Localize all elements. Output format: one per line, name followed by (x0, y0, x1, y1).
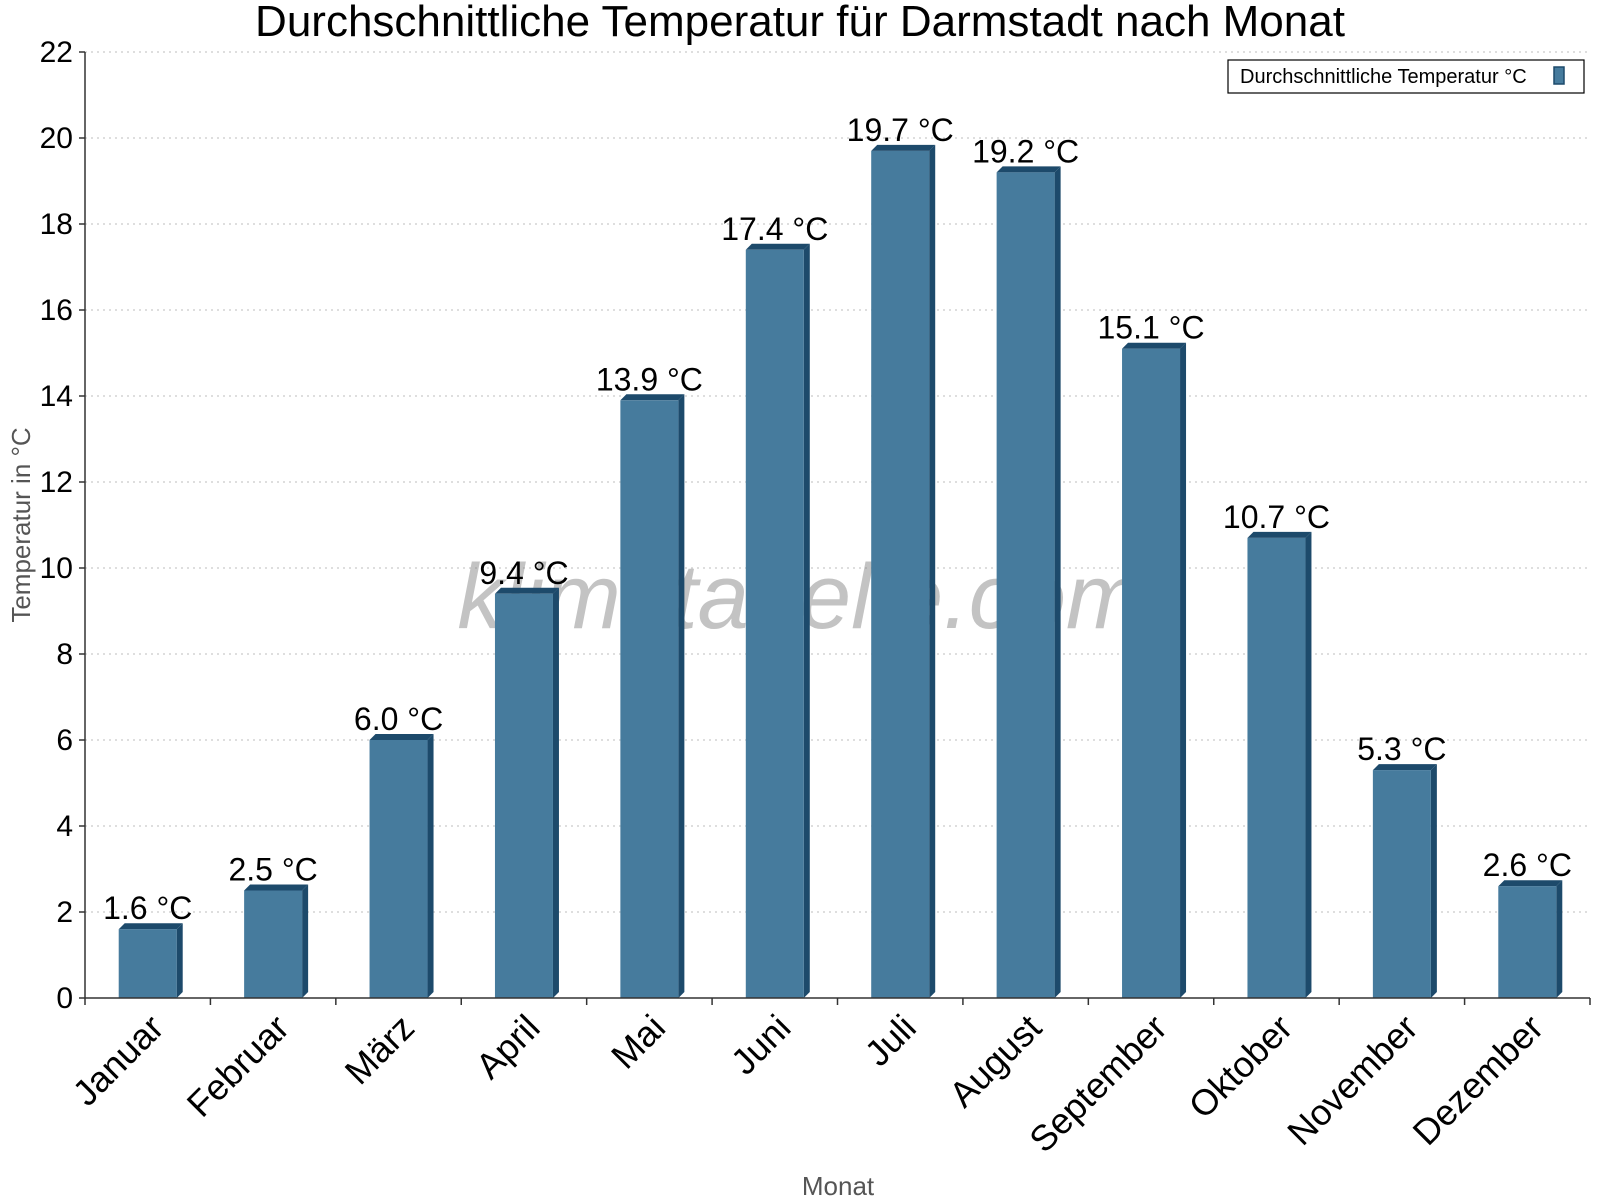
bar (1498, 886, 1557, 998)
x-tick-label: Mai (603, 1007, 673, 1077)
data-label: 19.7 °C (847, 112, 954, 148)
bar (620, 400, 679, 998)
bar (1122, 348, 1181, 998)
y-tick-label: 8 (56, 638, 73, 671)
y-tick-label: 2 (56, 896, 73, 929)
x-tick-label: September (1021, 1007, 1175, 1161)
x-tick-label: November (1279, 1007, 1425, 1153)
bar-group: 1.6 °C (103, 890, 192, 998)
y-tick-label: 18 (40, 208, 73, 241)
data-label: 17.4 °C (721, 211, 828, 247)
data-label: 13.9 °C (596, 361, 703, 397)
bar-group: 19.7 °C (847, 112, 954, 998)
bar (996, 172, 1055, 998)
bar-side (803, 243, 810, 999)
data-label: 9.4 °C (479, 555, 568, 591)
y-tick-label: 22 (40, 36, 73, 69)
x-tick-label: Januar (65, 1007, 172, 1114)
x-tick-label: Oktober (1181, 1007, 1301, 1127)
data-label: 19.2 °C (972, 133, 1079, 169)
bar-group: 10.7 °C (1223, 499, 1330, 998)
bars: 1.6 °C 2.5 °C 6.0 °C 9.4 °C 13.9 °C 17.4 °C 19… (103, 112, 1572, 999)
bar-top (1372, 764, 1437, 771)
legend-swatch (1553, 66, 1565, 85)
bar-group: 6.0 °C (354, 701, 443, 998)
data-label: 2.5 °C (228, 852, 317, 888)
bar (118, 929, 177, 998)
legend: Durchschnittliche Temperatur °C (1227, 59, 1585, 94)
bar-group: 2.6 °C (1483, 847, 1572, 998)
bar-top (1247, 531, 1312, 538)
bar-top (620, 394, 685, 401)
bar-top (369, 734, 434, 740)
bar-top (1498, 880, 1563, 887)
bar-top (1122, 342, 1187, 349)
x-tick-label: März (337, 1007, 423, 1093)
bar (494, 593, 553, 998)
bar-side (302, 884, 309, 998)
x-tick-label: Dezember (1405, 1007, 1551, 1153)
y-tick-label: 0 (56, 982, 73, 1015)
bar-top (494, 587, 559, 594)
y-tick-label: 6 (56, 724, 73, 757)
x-tick-label: August (941, 1007, 1049, 1115)
data-label: 5.3 °C (1357, 731, 1446, 767)
chart-title: Durchschnittliche Temperatur für Darmsta… (255, 0, 1345, 46)
data-label: 15.1 °C (1098, 310, 1205, 346)
bar-top (244, 884, 309, 891)
y-tick-label: 20 (40, 122, 73, 155)
bar-top (118, 923, 183, 930)
y-tick-label: 12 (40, 466, 73, 499)
bar-side (176, 923, 183, 998)
gridlines (85, 51, 1590, 913)
y-tick-label: 4 (56, 810, 73, 843)
bar-side (427, 734, 434, 998)
x-tick-label: Februar (179, 1007, 297, 1125)
bar-side (1430, 764, 1437, 998)
y-tick-label: 16 (40, 294, 73, 327)
x-tick-label: Juni (723, 1007, 799, 1083)
bar-side (678, 394, 685, 998)
bar-group: 13.9 °C (596, 361, 703, 998)
bar (244, 890, 303, 998)
bar-side (1556, 880, 1563, 998)
x-tick-label: Juli (857, 1007, 924, 1074)
y-axis-title: Temperatur in °C (6, 427, 36, 622)
bar-side (1054, 166, 1061, 998)
bar-group: 17.4 °C (721, 211, 828, 999)
bar-group: 9.4 °C (479, 555, 569, 998)
bar-top (871, 144, 936, 151)
bar (369, 740, 428, 998)
legend-box (1227, 59, 1585, 94)
bar-side (552, 587, 559, 998)
bar-side (929, 144, 936, 998)
legend-swatch-box (1553, 66, 1565, 85)
bar-side (1180, 342, 1187, 998)
x-axis-title: Monat (802, 1171, 875, 1200)
bar-top (745, 243, 810, 250)
y-tick-label: 10 (40, 552, 73, 585)
bar-group: 19.2 °C (972, 133, 1079, 998)
legend-label: Durchschnittliche Temperatur °C (1240, 66, 1527, 88)
data-label: 6.0 °C (354, 701, 443, 737)
x-tick-label: April (468, 1007, 548, 1087)
bar-group: 5.3 °C (1357, 731, 1447, 998)
data-label: 2.6 °C (1483, 847, 1572, 883)
bar (1372, 770, 1431, 998)
bar-top (996, 166, 1061, 173)
axes (79, 51, 1591, 1005)
bar (1247, 537, 1306, 998)
bar (871, 150, 930, 998)
bar-side (1305, 531, 1312, 998)
bar (745, 249, 804, 999)
bar-group: 2.5 °C (228, 852, 318, 998)
bar-group: 15.1 °C (1098, 310, 1205, 998)
y-tick-label: 14 (40, 380, 73, 413)
data-label: 1.6 °C (103, 890, 192, 926)
data-label: 10.7 °C (1223, 499, 1330, 535)
